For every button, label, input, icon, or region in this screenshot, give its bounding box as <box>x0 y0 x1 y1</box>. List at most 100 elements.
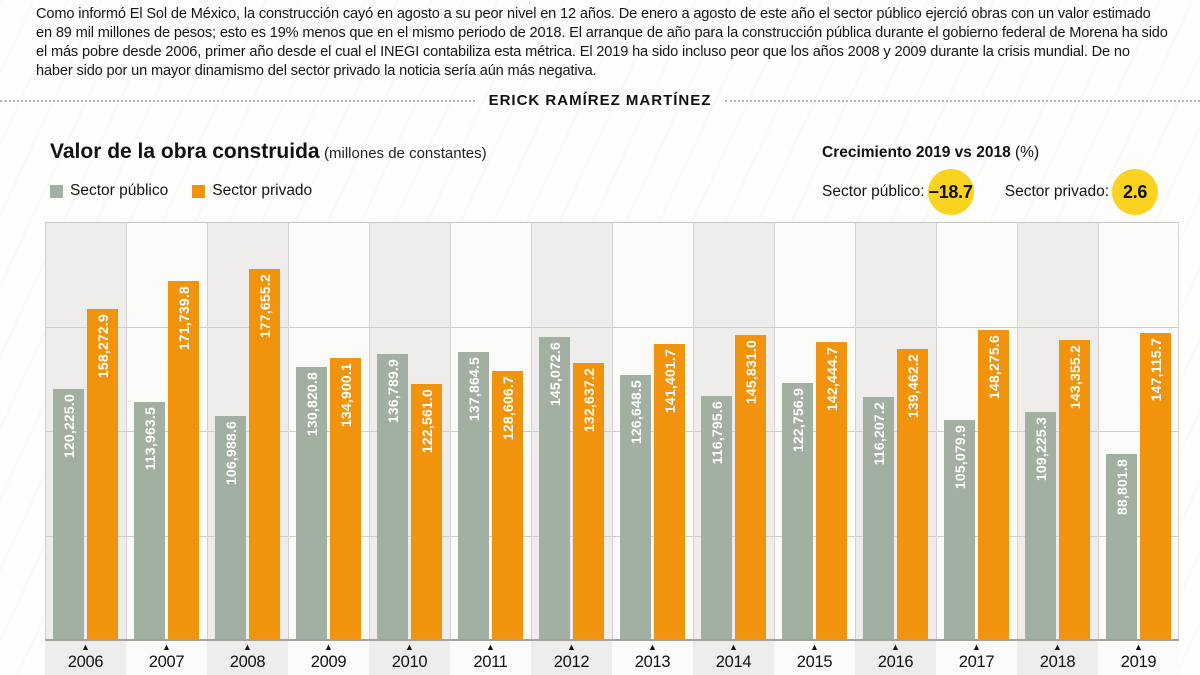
x-axis-label-2017: ▲ 2017 <box>936 640 1017 675</box>
bar-publico-2017: 105,079.9 <box>944 420 975 640</box>
bar-value-label: 177,655.2 <box>256 274 273 339</box>
growth-title-text: Crecimiento 2019 vs 2018 <box>822 144 1011 161</box>
bar-value-label: 134,900.1 <box>337 363 354 428</box>
x-axis-label-2009: ▲ 2009 <box>288 640 369 675</box>
bar-publico-2007: 113,963.5 <box>134 402 165 640</box>
triangle-marker-icon: ▲ <box>1134 642 1143 652</box>
year-label: 2016 <box>877 653 914 671</box>
triangle-marker-icon: ▲ <box>648 642 657 652</box>
year-label: 2019 <box>1120 653 1157 671</box>
bar-value-label: 137,864.5 <box>465 357 482 422</box>
year-panel-2010: 136,789.9 122,561.0 ▲ 2010 <box>369 222 450 675</box>
bar-publico-2006: 120,225.0 <box>53 389 84 640</box>
x-axis-label-2007: ▲ 2007 <box>126 640 207 675</box>
x-axis-label-2013: ▲ 2013 <box>612 640 693 675</box>
year-panel-2016: 116,207.2 139,462.2 ▲ 2016 <box>855 222 936 675</box>
x-axis-label-2018: ▲ 2018 <box>1017 640 1098 675</box>
bar-value-label: 141,401.7 <box>661 349 678 414</box>
bar-value-label: 143,355.2 <box>1066 345 1083 410</box>
bar-value-label: 105,079.9 <box>951 425 968 490</box>
triangle-marker-icon: ▲ <box>405 642 414 652</box>
legend-item-privado: Sector privado <box>192 182 312 200</box>
bar-value-label: 113,963.5 <box>141 407 158 471</box>
bar-privado-2008: 177,655.2 <box>249 269 280 640</box>
year-label: 2013 <box>634 653 671 671</box>
bar-privado-2009: 134,900.1 <box>330 358 361 640</box>
intro-paragraph: Como informó El Sol de México, la constr… <box>36 6 1168 79</box>
year-panel-2008: 106,988.6 177,655.2 ▲ 2008 <box>207 222 288 675</box>
x-axis-label-2019: ▲ 2019 <box>1098 640 1179 675</box>
bar-value-label: 142,444.7 <box>823 347 840 412</box>
chart-panels: 120,225.0 158,272.9 ▲ 2006 113,963.5 171,739.… <box>45 222 1179 675</box>
bar-value-label: 122,756.9 <box>789 388 806 453</box>
legend: Sector público Sector privado <box>50 182 312 200</box>
chart-title: Valor de la obra construida <box>50 140 320 163</box>
year-label: 2011 <box>473 653 508 671</box>
bar-chart: 120,225.0 158,272.9 ▲ 2006 113,963.5 171,739.… <box>45 222 1179 675</box>
bar-value-label: 106,988.6 <box>222 421 239 486</box>
year-label: 2008 <box>229 653 266 671</box>
bar-privado-2019: 147,115.7 <box>1140 333 1171 640</box>
bar-value-label: 88,801.8 <box>1113 459 1130 516</box>
triangle-marker-icon: ▲ <box>729 642 738 652</box>
growth-badge-publico: −18.7 <box>927 169 974 215</box>
growth-summary: Crecimiento 2019 vs 2018 (%) Sector públ… <box>822 144 1158 215</box>
chart-subtitle: (millones de constantes) <box>324 145 487 162</box>
bar-value-label: 147,115.7 <box>1147 338 1164 402</box>
bar-privado-2014: 145,831.0 <box>735 335 766 640</box>
year-label: 2009 <box>310 653 347 671</box>
bar-value-label: 130,820.8 <box>303 372 320 437</box>
year-panel-2012: 145,072.6 132,637.2 ▲ 2012 <box>531 222 612 675</box>
bar-value-label: 116,207.2 <box>870 402 887 466</box>
growth-item-privado: Sector privado: 2.6 <box>1005 169 1158 215</box>
x-axis-label-2014: ▲ 2014 <box>693 640 774 675</box>
triangle-marker-icon: ▲ <box>243 642 252 652</box>
legend-label-publico: Sector público <box>70 182 169 199</box>
chart-title-block: Valor de la obra construida (millones de… <box>50 140 487 164</box>
year-panel-2015: 122,756.9 142,444.7 ▲ 2015 <box>774 222 855 675</box>
legend-swatch-privado-icon <box>192 184 206 198</box>
year-panel-2014: 116,795.6 145,831.0 ▲ 2014 <box>693 222 774 675</box>
year-panel-2019: 88,801.8 147,115.7 ▲ 2019 <box>1098 222 1179 675</box>
bar-value-label: 148,275.6 <box>985 335 1002 400</box>
year-panel-2009: 130,820.8 134,900.1 ▲ 2009 <box>288 222 369 675</box>
year-panel-2017: 105,079.9 148,275.6 ▲ 2017 <box>936 222 1017 675</box>
byline-rule-left <box>0 99 475 102</box>
year-label: 2006 <box>67 653 104 671</box>
bar-publico-2011: 137,864.5 <box>458 352 489 640</box>
bar-privado-2010: 122,561.0 <box>411 384 442 640</box>
triangle-marker-icon: ▲ <box>567 642 576 652</box>
x-axis-label-2016: ▲ 2016 <box>855 640 936 675</box>
bar-privado-2016: 139,462.2 <box>897 349 928 640</box>
growth-title: Crecimiento 2019 vs 2018 (%) <box>822 144 1158 162</box>
year-panel-2013: 126,648.5 141,401.7 ▲ 2013 <box>612 222 693 675</box>
byline-text: ERICK RAMÍREZ MARTÍNEZ <box>488 92 712 109</box>
triangle-marker-icon: ▲ <box>891 642 900 652</box>
bar-publico-2019: 88,801.8 <box>1106 454 1137 640</box>
bar-publico-2008: 106,988.6 <box>215 416 246 640</box>
growth-badge-privado: 2.6 <box>1112 169 1158 215</box>
bar-value-label: 145,072.6 <box>546 342 563 407</box>
bar-value-label: 171,739.8 <box>175 286 192 351</box>
byline-rule-right <box>725 99 1200 102</box>
x-axis-line <box>45 639 1179 641</box>
bar-privado-2006: 158,272.9 <box>87 309 118 640</box>
year-label: 2015 <box>796 653 833 671</box>
bar-value-label: 120,225.0 <box>60 394 77 459</box>
year-panel-2007: 113,963.5 171,739.8 ▲ 2007 <box>126 222 207 675</box>
year-label: 2012 <box>553 653 590 671</box>
triangle-marker-icon: ▲ <box>1053 642 1062 652</box>
legend-swatch-publico-icon <box>50 184 63 198</box>
legend-label-privado: Sector privado <box>212 182 313 199</box>
bar-privado-2013: 141,401.7 <box>654 344 685 640</box>
bar-publico-2018: 109,225.3 <box>1025 412 1056 640</box>
bar-value-label: 145,831.0 <box>742 340 759 405</box>
bar-privado-2012: 132,637.2 <box>573 363 604 640</box>
triangle-marker-icon: ▲ <box>972 642 981 652</box>
x-axis-label-2012: ▲ 2012 <box>531 640 612 675</box>
bar-publico-2013: 126,648.5 <box>620 375 651 640</box>
year-label: 2014 <box>715 653 752 671</box>
year-label: 2010 <box>391 653 428 671</box>
bar-value-label: 136,789.9 <box>384 359 401 424</box>
bar-publico-2012: 145,072.6 <box>539 337 570 640</box>
